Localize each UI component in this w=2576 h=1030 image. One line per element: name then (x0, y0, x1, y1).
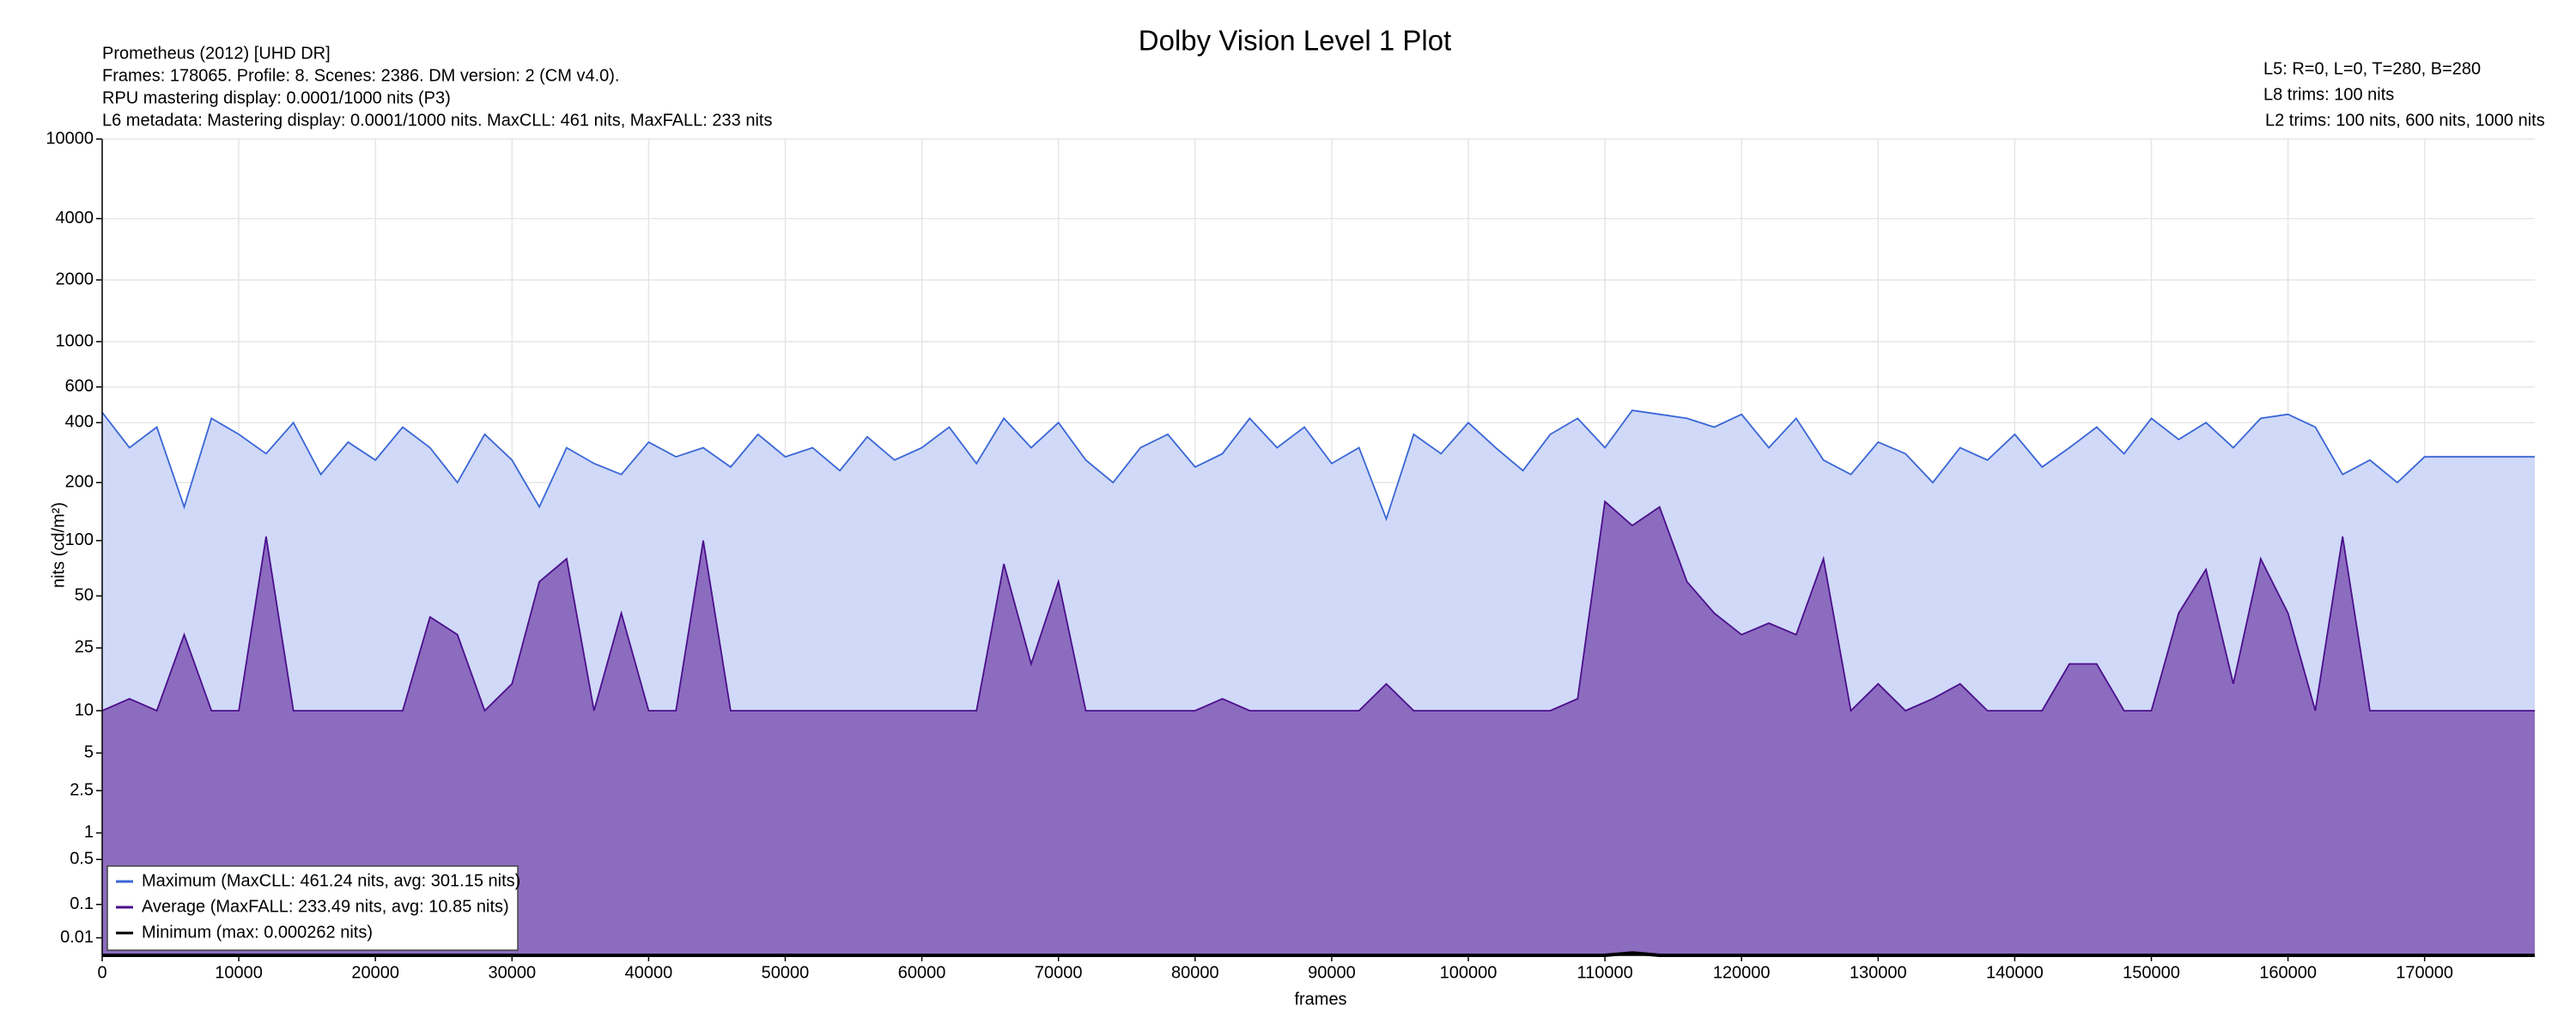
line (101, 500, 2535, 712)
y-tick-label: 2.5 (70, 780, 94, 799)
info-line: RPU mastering display: 0.0001/1000 nits … (102, 88, 451, 107)
x-axis-label: frames (1294, 990, 1346, 1009)
y-tick-label: 2000 (56, 270, 94, 288)
area (102, 501, 2535, 955)
y-tick-label: 10 (75, 700, 94, 719)
y-tick-label: 400 (65, 413, 94, 432)
y-axis-label: nits (cd/m²) (49, 502, 68, 588)
y-tick-label: 10000 (46, 129, 94, 148)
x-tick-label: 50000 (762, 963, 810, 982)
y-tick-label: 25 (75, 638, 94, 657)
legend-label: Maximum (MaxCLL: 461.24 nits, avg: 301.1… (142, 871, 520, 890)
y-tick-label: 0.5 (70, 850, 94, 869)
x-tick-label: 120000 (1713, 963, 1771, 982)
y-tick-label: 5 (84, 743, 94, 762)
legend-box (106, 865, 519, 951)
x-tick-label: 70000 (1035, 963, 1083, 982)
x-tick-label: 20000 (351, 963, 399, 982)
y-tick-label: 0.1 (70, 894, 94, 913)
x-tick-label: 40000 (625, 963, 673, 982)
info-line: L8 trims: 100 nits (2263, 85, 2394, 104)
y-tick-label: 600 (65, 377, 94, 396)
x-tick-label: 160000 (2259, 963, 2317, 982)
y-tick-label: 50 (75, 586, 94, 605)
legend-label: Average (MaxFALL: 233.49 nits, avg: 10.8… (142, 897, 509, 916)
y-tick-label: 0.01 (60, 928, 94, 947)
info-line: Prometheus (2012) [UHD DR] (102, 44, 331, 63)
info-line: L5: R=0, L=0, T=280, B=280 (2263, 59, 2481, 78)
x-tick-label: 10000 (215, 963, 263, 982)
y-tick-label: 200 (65, 473, 94, 492)
info-line: L2 trims: 100 nits, 600 nits, 1000 nits (2265, 111, 2545, 130)
y-tick-label: 1 (84, 823, 94, 842)
x-tick-label: 0 (97, 963, 106, 982)
x-tick-label: 150000 (2123, 963, 2180, 982)
legend-label: Minimum (max: 0.000262 nits) (142, 923, 373, 942)
x-tick-label: 130000 (1850, 963, 1907, 982)
x-tick-label: 90000 (1308, 963, 1356, 982)
x-tick-label: 140000 (1986, 963, 2044, 982)
x-tick-label: 30000 (488, 963, 536, 982)
x-tick-label: 60000 (898, 963, 946, 982)
line (101, 409, 2535, 522)
x-tick-label: 80000 (1171, 963, 1219, 982)
info-line: Frames: 178065. Profile: 8. Scenes: 2386… (102, 66, 619, 85)
y-tick-label: 1000 (56, 331, 94, 350)
x-tick-label: 170000 (2396, 963, 2453, 982)
x-tick-label: 100000 (1440, 963, 1498, 982)
y-tick-label: 100 (65, 530, 94, 549)
y-tick-label: 4000 (56, 209, 94, 227)
x-tick-label: 110000 (1577, 963, 1632, 982)
chart-title: Dolby Vision Level 1 Plot (1139, 25, 1451, 57)
info-line: L6 metadata: Mastering display: 0.0001/1… (102, 111, 772, 130)
